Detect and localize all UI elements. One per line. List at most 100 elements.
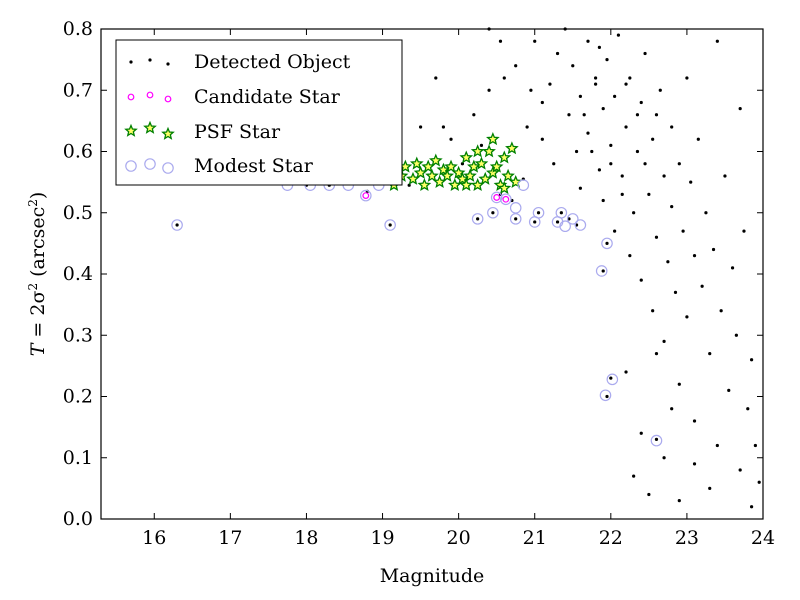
detected-object-point [620,192,624,196]
detected-object-point [601,107,605,111]
detected-object-point [449,137,453,141]
detected-object-point [757,480,761,484]
legend-box [115,39,403,186]
modest-star-point [487,206,499,219]
detected-object-point [689,180,693,184]
detected-object-point [586,39,590,43]
legend-entry-candidate: Candidate Star [127,86,341,108]
detected-object-point [632,474,636,478]
detected-object-point [418,125,423,129]
detected-object-point [677,499,681,503]
detected-object-point [479,143,484,147]
psf-star-point [474,156,489,170]
detected-object-point [734,333,738,337]
psf-star-point [482,144,496,158]
detected-object-point [540,137,544,141]
detected-object-point [540,100,544,105]
legend-marker-modest [125,158,174,174]
detected-object-point [601,198,605,203]
detected-object-point [605,394,609,399]
detected-object-point [685,315,689,319]
modest-star-point [490,191,503,204]
legend-marker-sample [148,58,152,62]
detected-object-point [460,162,465,166]
detected-object-point [662,174,666,178]
detected-object-point [719,309,723,313]
y-tick-label: 0.1 [63,447,93,469]
detected-object-point [677,382,681,386]
detected-object-point [662,456,666,460]
detected-object-point [654,113,659,117]
legend-marker-sample [161,126,175,140]
detected-object-point [635,113,640,117]
modest-star-point [606,373,619,386]
detected-object-point [555,51,560,56]
modest-star-point [500,193,512,206]
detected-object-point [670,407,674,411]
legend-marker-sample [124,123,138,137]
detected-object-point [601,269,605,273]
detected-object-point [593,76,598,80]
detected-object-point [658,88,662,92]
detected-object-point [639,278,643,282]
legend-marker-sample [144,158,156,170]
detected-object-point [491,211,495,215]
legend-label-candidate: Candidate Star [194,86,341,108]
detected-object-point [597,168,602,172]
psf-star-point [489,159,504,173]
detected-object-point [723,174,727,178]
detected-object-point [624,370,628,374]
detected-object-point [578,94,582,98]
y-tick-label: 0.8 [63,18,93,40]
modest-star-point [171,219,183,231]
y-axis-label: T = 2σ2 (arcsec2) [26,192,49,357]
detected-object-point [643,51,647,56]
legend-entry-modest: Modest Star [125,155,314,177]
detected-object-point [548,82,552,86]
legend-entry-psf: PSF Star [124,120,281,143]
detected-object-point [620,174,624,178]
detected-object-point [647,192,651,196]
detected-object-point [487,88,491,92]
psf-star-point [470,144,485,158]
detected-object-point [536,211,541,215]
detected-object-point [654,352,659,356]
detected-object-point [624,82,628,86]
y-tick-label: 0.4 [63,263,93,285]
x-tick-label: 24 [751,527,775,549]
psf-star-point [497,150,512,164]
detected-object-point [593,82,598,86]
detected-object-point [571,64,575,68]
detected-object-point [673,290,678,294]
psf-star-point [440,168,455,182]
modest-star-point [359,189,372,202]
detected-object-point [555,220,560,224]
detected-object-point [738,107,742,111]
detected-object-point [662,339,666,343]
legend-label-detected: Detected Object [194,51,351,73]
psf-star-point [409,156,424,170]
detected-object-point [711,247,716,252]
x-tick-label: 21 [523,527,547,549]
modest-star-point [574,219,587,231]
detected-object-point [624,125,628,129]
psf-star-point [467,159,481,173]
detected-object-point [635,149,640,154]
detected-object-point [472,113,476,117]
detected-object-point [677,162,681,166]
x-tick-label: 19 [370,527,394,549]
detected-object-point [597,45,602,49]
detected-object-point [654,235,659,239]
detected-object-point [666,260,670,264]
legend-marker-sample [146,91,154,99]
x-tick-label: 20 [447,527,471,549]
detected-object-point [559,211,563,215]
modest-star-point [595,265,608,277]
y-tick-label: 0.6 [63,141,93,163]
detected-object-point [609,143,613,147]
detected-object-point [407,183,411,187]
x-tick-label: 17 [218,527,242,549]
detected-object-point [552,162,556,166]
detected-object-point [586,131,590,135]
detected-object-point [498,39,503,43]
